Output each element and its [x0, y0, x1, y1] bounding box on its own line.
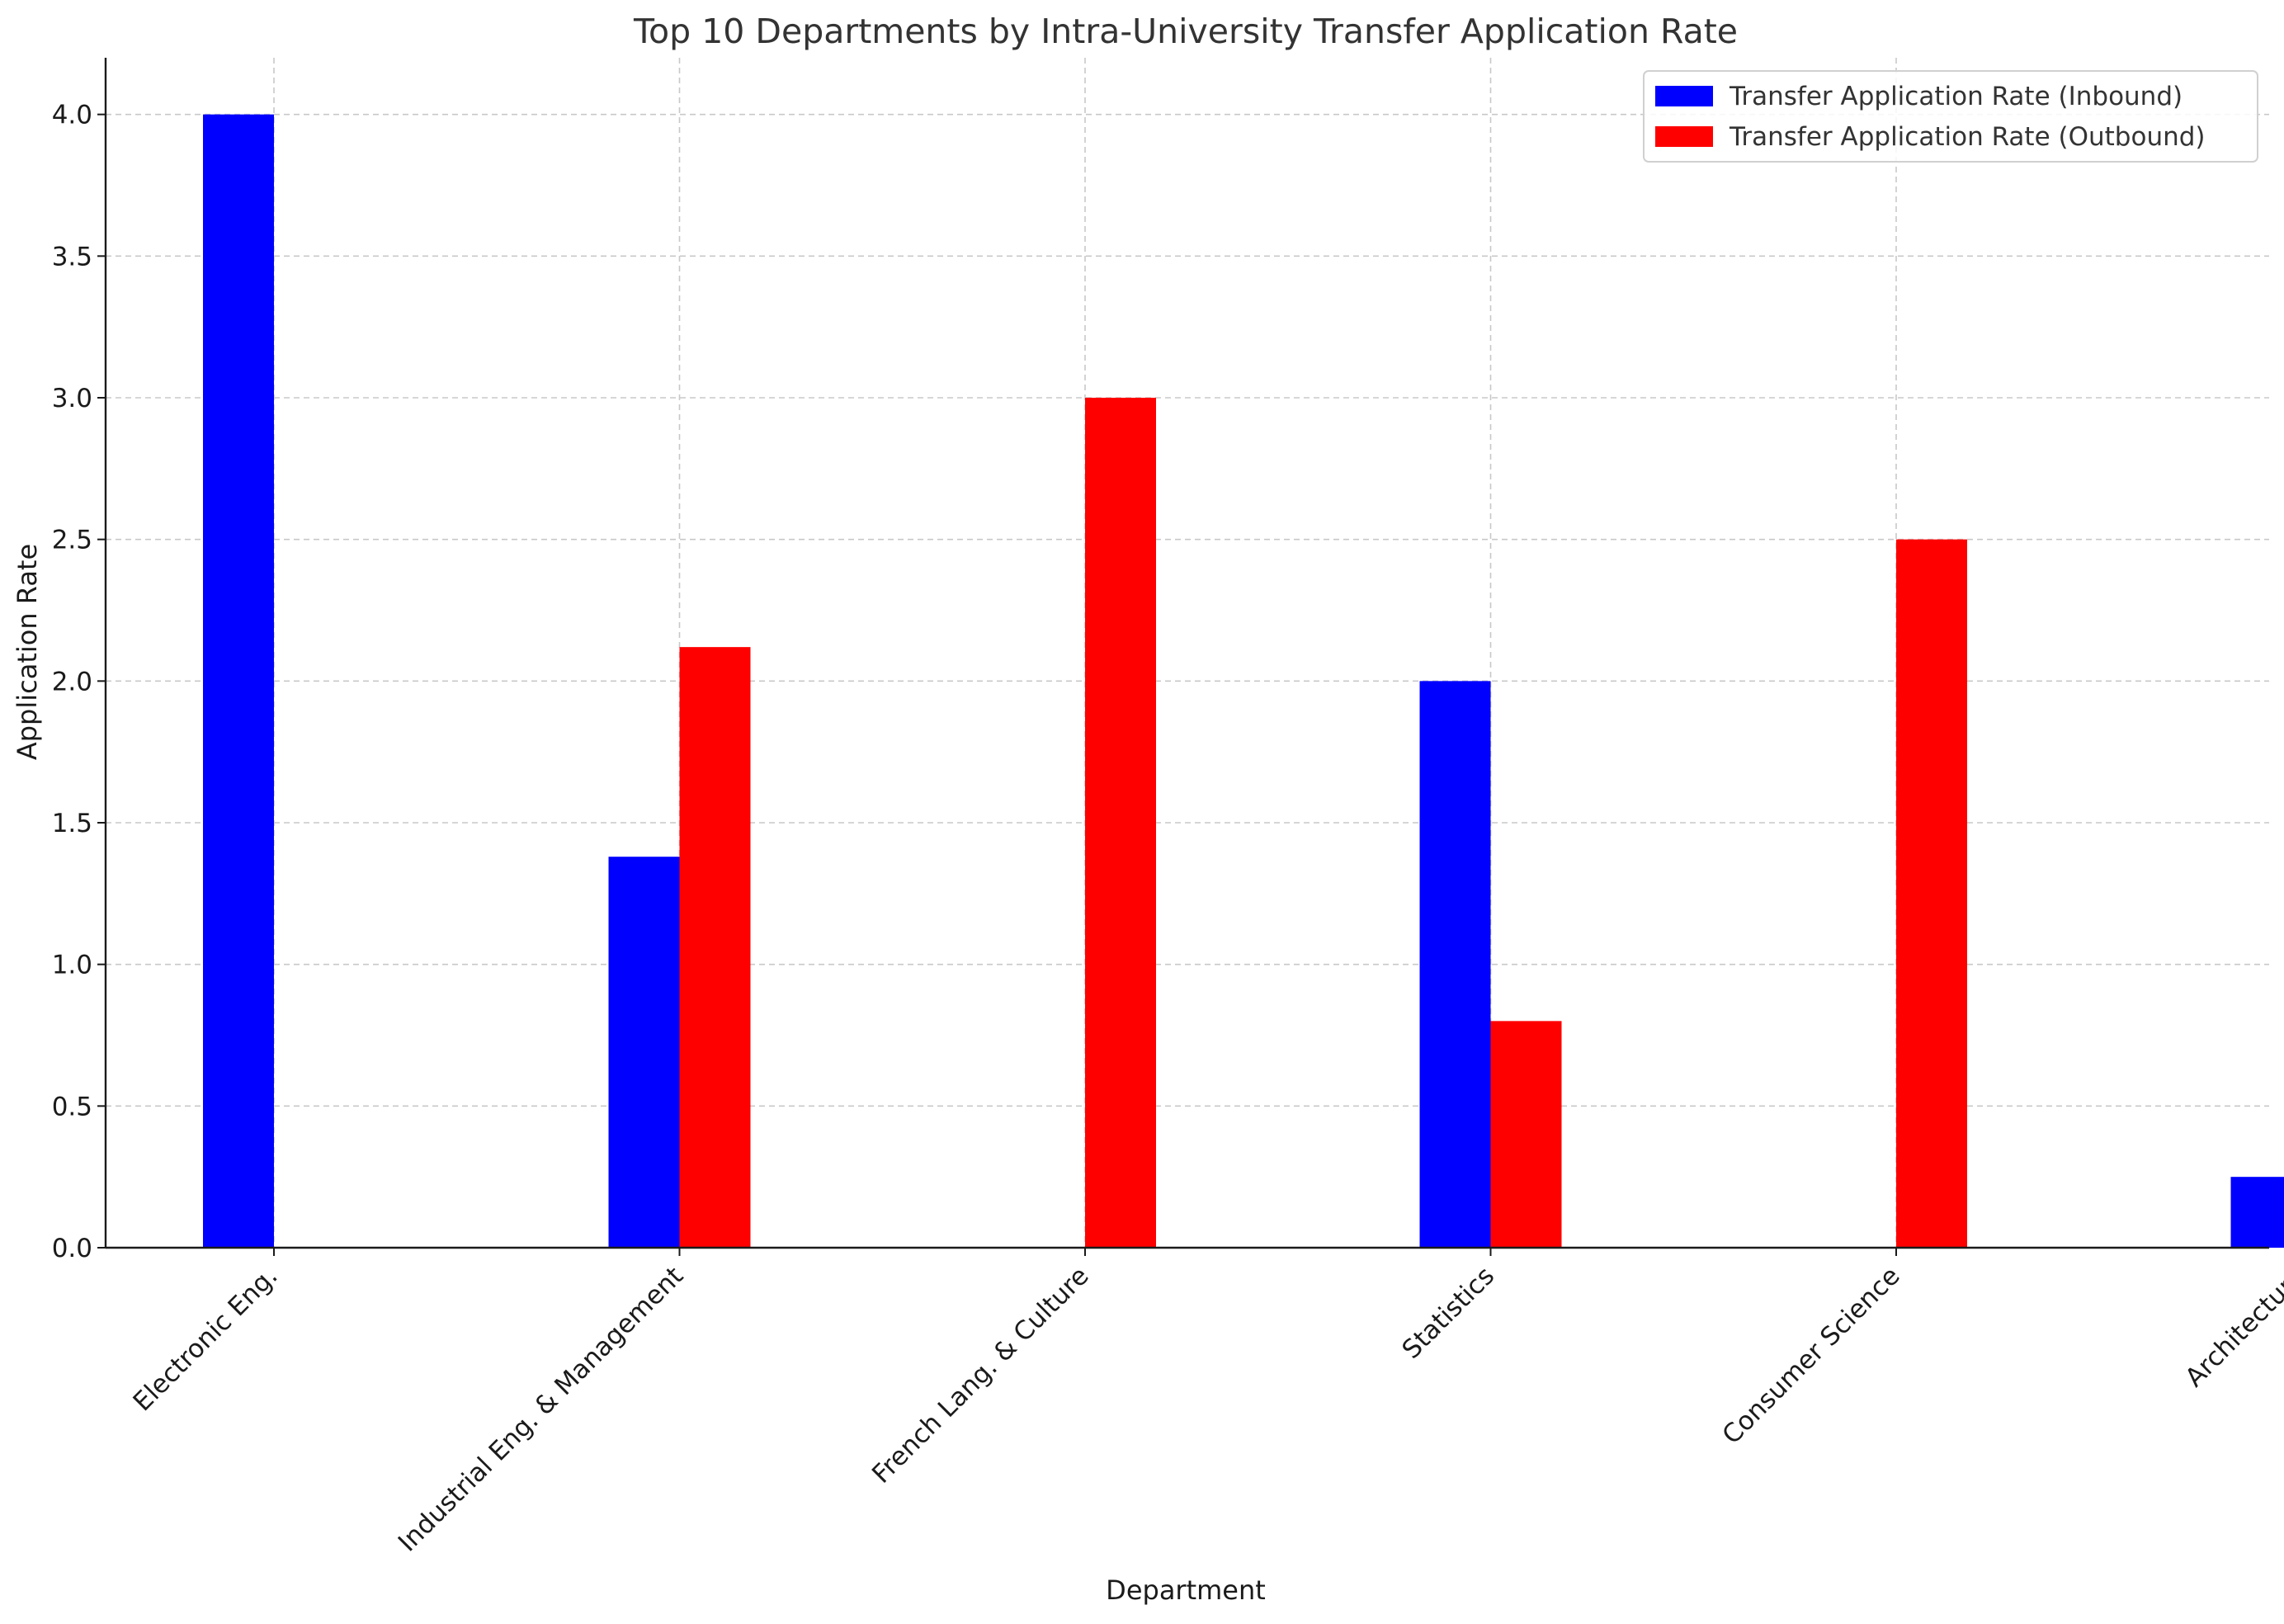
outbound-bar — [679, 647, 751, 1248]
chart-title: Top 10 Departments by Intra-University T… — [633, 12, 1738, 51]
y-tick-label: 0.5 — [52, 1092, 92, 1121]
y-tick-label: 0.0 — [52, 1234, 92, 1263]
legend: Transfer Application Rate (Inbound) Trans… — [1643, 70, 2258, 163]
outbound-bar — [1896, 539, 1967, 1248]
y-tick-label: 4.0 — [52, 101, 92, 130]
y-axis-label: Application Rate — [12, 544, 43, 760]
legend-swatch-inbound — [1655, 86, 1713, 106]
x-tick-label: Industrial Eng. & Management — [393, 1261, 689, 1557]
outbound-bar — [1085, 398, 1156, 1248]
inbound-bar — [1419, 681, 1491, 1248]
inbound-bar — [608, 857, 680, 1248]
legend-label-inbound: Transfer Application Rate (Inbound) — [1729, 82, 2183, 111]
x-axis-label: Department — [1106, 1574, 1266, 1606]
y-tick-label: 3.0 — [52, 384, 92, 413]
x-tick-label: Electronic Eng. — [128, 1261, 284, 1417]
inbound-bar — [203, 114, 274, 1249]
legend-swatch-outbound — [1655, 126, 1713, 147]
y-tick-label: 1.5 — [52, 809, 92, 838]
x-tick-label: Consumer Science — [1716, 1261, 1905, 1450]
y-tick-label: 2.0 — [52, 667, 92, 696]
x-tick-label: Architecture — [2179, 1261, 2284, 1393]
y-tick-label: 1.0 — [52, 951, 92, 980]
x-axis-ticks: Electronic Eng. Industrial Eng. & Managem… — [128, 1248, 2284, 1557]
legend-label-outbound: Transfer Application Rate (Outbound) — [1729, 122, 2206, 152]
x-tick-label: Statistics — [1396, 1261, 1500, 1365]
inbound-bar — [2230, 1177, 2284, 1248]
legend-box — [1643, 70, 2258, 163]
y-tick-label: 2.5 — [52, 526, 92, 555]
outbound-bar — [1490, 1021, 1562, 1248]
x-tick-label: French Lang. & Culture — [866, 1261, 1095, 1489]
bars — [203, 114, 2284, 1249]
y-tick-label: 3.5 — [52, 242, 92, 271]
y-axis-ticks: 0.0 0.5 1.0 1.5 2.0 2.5 3.0 3.5 4.0 — [52, 101, 106, 1263]
